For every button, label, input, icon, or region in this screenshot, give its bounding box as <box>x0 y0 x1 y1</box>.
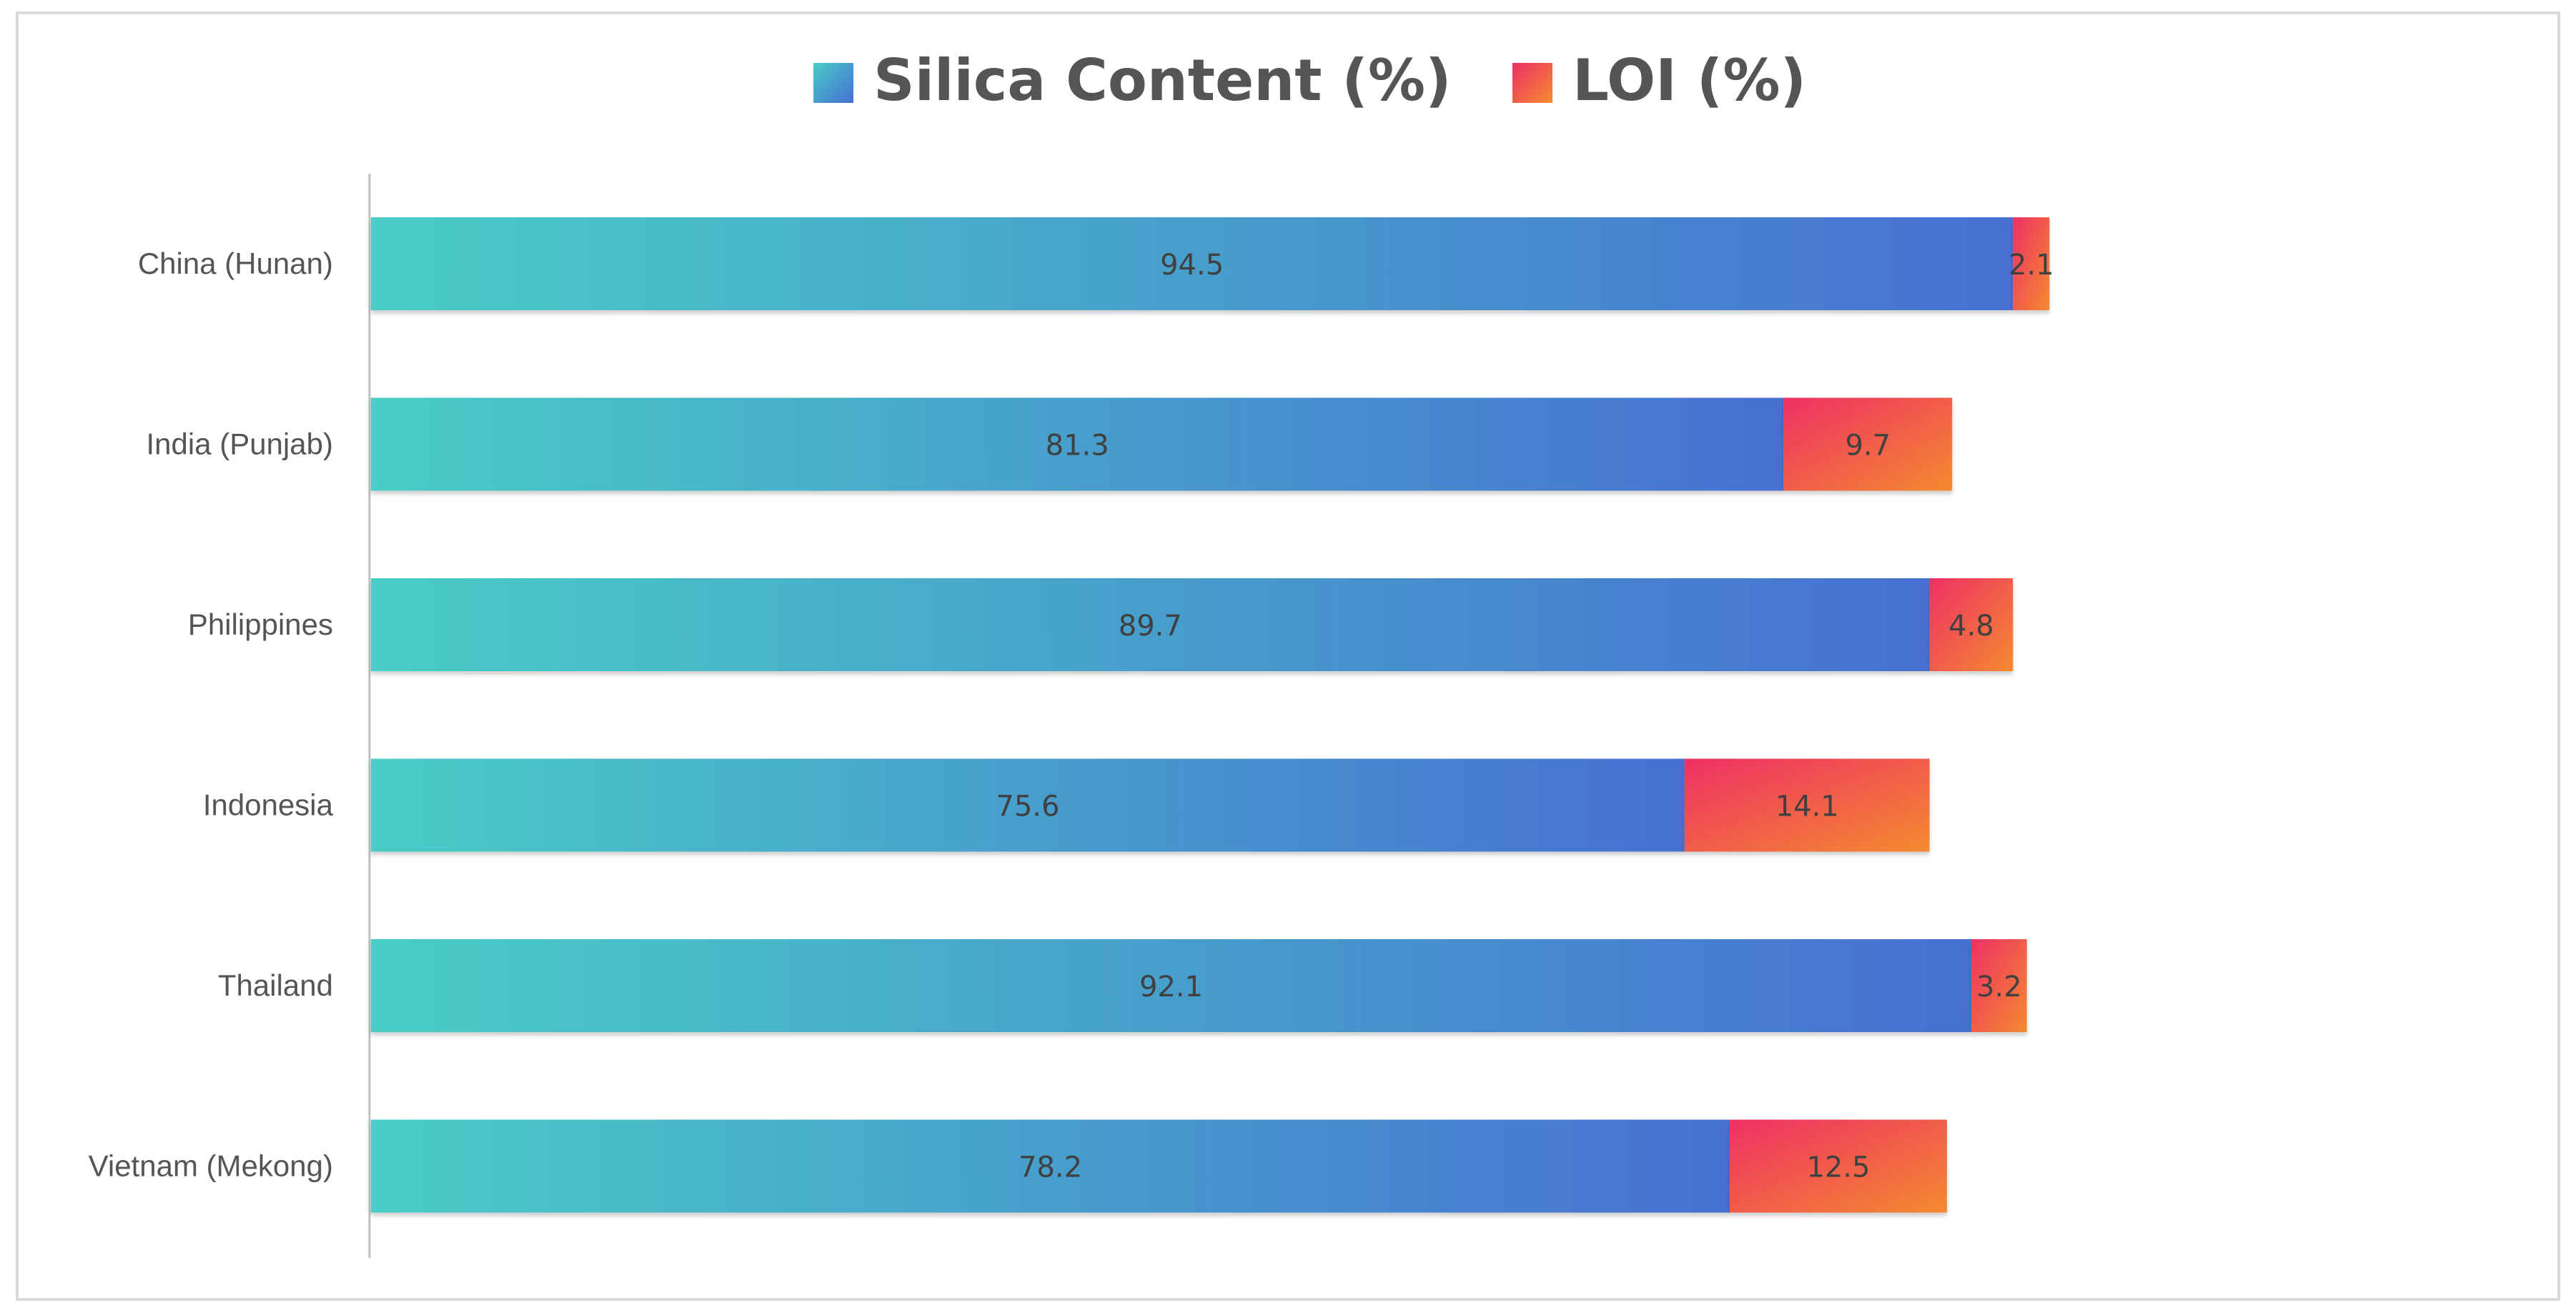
loi-bar <box>1929 578 2013 671</box>
silica-bar <box>371 758 1685 852</box>
loi-bar-value-label: 4.8 <box>1948 610 1994 643</box>
silica-bar-value-label: 92.1 <box>1139 971 1203 1004</box>
silica-bar <box>371 939 1971 1032</box>
loi-bar-value-label: 3.2 <box>1976 971 2022 1004</box>
loi-bar <box>1730 1119 1947 1213</box>
category-label: Philippines <box>188 608 333 641</box>
category-label: Vietnam (Mekong) <box>89 1149 333 1183</box>
silica-bar-value-label: 94.5 <box>1160 249 1224 282</box>
loi-bar <box>1783 397 1953 491</box>
silica-bar-value-label: 75.6 <box>996 791 1059 823</box>
legend: Silica Content (%) LOI (%) <box>813 47 1806 114</box>
silica-bar-value-label: 81.3 <box>1046 430 1109 462</box>
category-label: India (Punjab) <box>147 427 334 461</box>
loi-bar-value-label: 14.1 <box>1775 791 1839 823</box>
silica-bar-value-label: 89.7 <box>1119 610 1182 643</box>
loi-bar <box>1971 939 2027 1032</box>
silica-bar <box>371 397 1784 491</box>
bar-row: 92.1 3.2 <box>371 939 2027 1032</box>
loi-bar <box>2013 217 2050 310</box>
loi-bar-value-label: 9.7 <box>1845 430 1891 462</box>
category-label: Indonesia <box>203 788 334 822</box>
legend-label-loi: LOI (%) <box>1572 47 1806 114</box>
silica-bar-value-label: 78.2 <box>1019 1151 1082 1184</box>
silica-bar <box>371 217 2013 310</box>
legend-label-silica: Silica Content (%) <box>873 47 1452 114</box>
loi-bar <box>1684 758 1930 852</box>
bar-row: 89.7 4.8 <box>371 578 2013 671</box>
loi-bar-value-label: 2.1 <box>2008 249 2054 282</box>
bars-group: 94.5 2.1 81.3 9.7 89.7 4.8 75.6 14.1 92.1 3.2 78.2… <box>371 217 2054 1213</box>
category-label: China (Hunan) <box>138 247 333 280</box>
bar-row: 75.6 14.1 <box>371 758 1930 852</box>
bar-row: 94.5 2.1 <box>371 217 2054 310</box>
silica-bar <box>371 578 1930 671</box>
bar-row: 81.3 9.7 <box>371 397 1953 491</box>
category-labels: China (Hunan) India (Punjab) Philippines In… <box>89 247 334 1183</box>
bar-row: 78.2 12.5 <box>371 1119 1947 1213</box>
legend-swatch-loi <box>1512 63 1552 103</box>
loi-bar-value-label: 12.5 <box>1806 1151 1870 1184</box>
legend-swatch-silica <box>813 63 853 103</box>
category-label: Thailand <box>218 968 333 1002</box>
silica-bar <box>371 1119 1730 1213</box>
